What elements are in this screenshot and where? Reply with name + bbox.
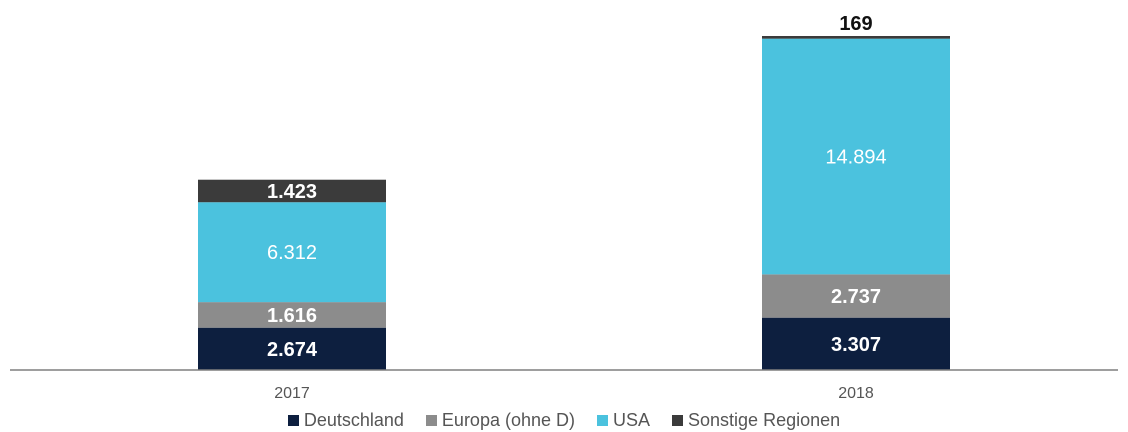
data-label: 2.737 <box>831 286 881 308</box>
legend-item: Sonstige Regionen <box>672 410 840 431</box>
legend-swatch <box>597 414 608 426</box>
legend-swatch <box>425 414 437 426</box>
legend-label: Sonstige Regionen <box>688 409 841 430</box>
data-label: 14.894 <box>825 147 886 169</box>
legend-item: Deutschland <box>287 409 404 431</box>
legend-item: USA <box>597 410 650 431</box>
data-label: 3.307 <box>831 334 881 356</box>
legend-item: Europa (ohne D) <box>425 409 575 431</box>
bar-segment <box>762 38 950 275</box>
bar-segment <box>198 202 386 303</box>
data-label: 6.312 <box>267 242 317 264</box>
data-label: 1.616 <box>267 305 317 327</box>
data-label: 1.423 <box>267 181 317 203</box>
x-tick-label: 2017 <box>274 385 310 402</box>
legend-label: USA <box>613 409 651 430</box>
legend-swatch <box>672 414 684 426</box>
bar-segment <box>762 274 950 318</box>
legend: Deutschland Europa (ohne D) USA Sonstige Re… <box>0 408 1128 432</box>
x-tick-label: 2018 <box>838 385 874 402</box>
bar-segment <box>762 317 950 370</box>
x-tick-labels: 2017 2018 <box>274 385 874 402</box>
bars-group: 2.674 1.616 6.312 1.423 3.307 2.737 14.894 169 <box>198 13 950 370</box>
data-label: 169 <box>839 13 872 35</box>
legend-label: Europa (ohne D) <box>441 409 575 430</box>
bar-segment <box>198 302 386 328</box>
bar-segment <box>198 179 386 203</box>
bar-segment <box>762 36 950 39</box>
legend-label: Deutschland <box>303 409 404 430</box>
data-label: 2.674 <box>267 339 318 361</box>
legend-swatch <box>287 414 299 426</box>
bar-segment <box>198 327 386 370</box>
